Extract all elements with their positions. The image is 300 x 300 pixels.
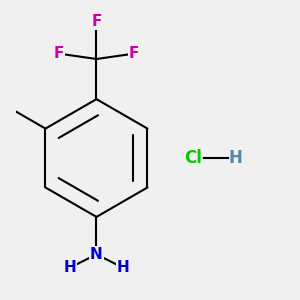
Text: H: H <box>63 260 76 275</box>
Text: F: F <box>129 46 139 61</box>
Text: N: N <box>90 247 103 262</box>
Text: F: F <box>91 14 102 29</box>
Text: H: H <box>117 260 130 275</box>
Text: Cl: Cl <box>184 149 202 167</box>
Text: H: H <box>229 149 243 167</box>
Text: F: F <box>54 46 64 61</box>
